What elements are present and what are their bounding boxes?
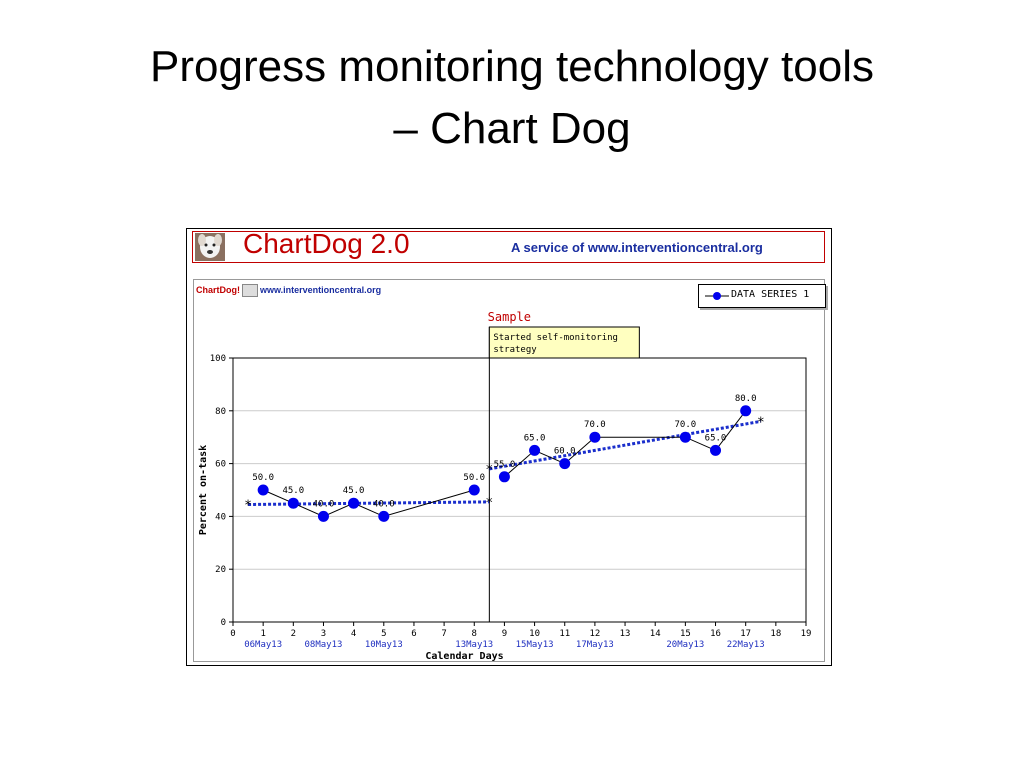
mini-brand-name: ChartDog!: [196, 284, 240, 295]
y-tick-label: 40: [215, 512, 226, 522]
data-point: [559, 458, 571, 470]
series-line: [504, 410, 747, 478]
data-label: 40.0: [313, 499, 335, 509]
x-date-label: 06May13: [244, 640, 282, 650]
x-tick-label: 9: [502, 629, 507, 639]
data-point: [679, 431, 691, 443]
data-label: 65.0: [705, 433, 727, 443]
x-tick-label: 17: [740, 629, 751, 639]
trend-endpoint: *: [757, 415, 765, 430]
data-point: [740, 405, 752, 417]
chart-title: Sample: [488, 310, 531, 324]
x-tick-label: 14: [650, 629, 661, 639]
y-axis-label: Percent on-task: [198, 445, 209, 535]
data-point: [468, 484, 480, 496]
x-tick-label: 4: [351, 629, 356, 639]
x-date-label: 22May13: [727, 640, 765, 650]
data-point: [498, 471, 510, 483]
data-label: 40.0: [373, 499, 395, 509]
mini-dog-icon: [242, 284, 258, 297]
data-label: 65.0: [524, 433, 546, 443]
x-date-label: 08May13: [305, 640, 343, 650]
x-tick-label: 8: [472, 629, 477, 639]
banner-service-link[interactable]: A service of www.interventioncentral.org: [511, 240, 763, 255]
x-tick-label: 11: [559, 629, 570, 639]
x-tick-label: 10: [529, 629, 540, 639]
x-tick-label: 15: [680, 629, 691, 639]
plot-area: [232, 357, 807, 623]
data-point: [378, 510, 390, 522]
x-tick-label: 6: [411, 629, 416, 639]
y-tick-label: 20: [215, 565, 226, 575]
slide-title-line1: Progress monitoring technology tools: [150, 42, 874, 91]
trend-endpoint: *: [485, 463, 493, 478]
x-tick-label: 3: [321, 629, 326, 639]
x-tick-label: 1: [260, 629, 265, 639]
data-label: 50.0: [252, 473, 274, 483]
x-tick-label: 12: [589, 629, 600, 639]
mini-brand: ChartDog! www.interventioncentral.org: [196, 284, 381, 297]
phase-annotation-box: [488, 326, 640, 359]
x-date-label: 17May13: [576, 640, 614, 650]
x-date-label: 13May13: [455, 640, 493, 650]
legend-series-name: DATA SERIES 1: [731, 289, 810, 300]
x-date-label: 20May13: [666, 640, 704, 650]
data-point: [257, 484, 269, 496]
legend-marker-icon: [705, 292, 729, 300]
data-point: [317, 510, 329, 522]
mini-brand-url[interactable]: www.interventioncentral.org: [260, 284, 382, 295]
trend-line: [248, 500, 490, 507]
x-tick-label: 16: [710, 629, 721, 639]
data-label: 55.0: [494, 460, 516, 470]
data-point: [529, 444, 541, 456]
x-tick-label: 0: [230, 629, 235, 639]
y-tick-label: 0: [221, 618, 226, 628]
x-tick-label: 13: [620, 629, 631, 639]
x-date-label: 10May13: [365, 640, 403, 650]
trend-endpoint: *: [485, 496, 493, 511]
data-point: [589, 431, 601, 443]
x-axis-label: Calendar Days: [425, 651, 503, 662]
data-label: 80.0: [735, 394, 757, 404]
x-tick-label: 5: [381, 629, 386, 639]
x-date-label: 15May13: [516, 640, 554, 650]
banner-title: ChartDog 2.0: [243, 228, 410, 259]
data-label: 45.0: [282, 486, 304, 496]
data-label: 60.0: [554, 447, 576, 457]
slide-title-line2: – Chart Dog: [393, 104, 631, 153]
data-point: [348, 497, 360, 509]
data-label: 70.0: [675, 420, 697, 430]
data-point: [710, 444, 722, 456]
x-tick-label: 19: [801, 629, 812, 639]
phase-annotation: Started self-monitoring strategy: [493, 333, 618, 355]
y-tick-label: 100: [210, 354, 226, 364]
data-label: 70.0: [584, 420, 606, 430]
data-point: [287, 497, 299, 509]
chartdog-banner: ChartDog 2.0 A service of www.interventi…: [192, 228, 825, 263]
slide-title: Progress monitoring technology tools – C…: [0, 36, 1024, 160]
x-tick-label: 2: [291, 629, 296, 639]
data-label: 50.0: [463, 473, 485, 483]
chart-legend: DATA SERIES 1: [698, 284, 826, 308]
data-label: 45.0: [343, 486, 365, 496]
x-tick-label: 7: [441, 629, 446, 639]
y-tick-label: 60: [215, 460, 226, 470]
trend-endpoint: *: [244, 499, 252, 514]
y-tick-label: 80: [215, 407, 226, 417]
dog-icon: [195, 233, 225, 261]
x-tick-label: 18: [770, 629, 781, 639]
trend-line: [489, 419, 762, 471]
